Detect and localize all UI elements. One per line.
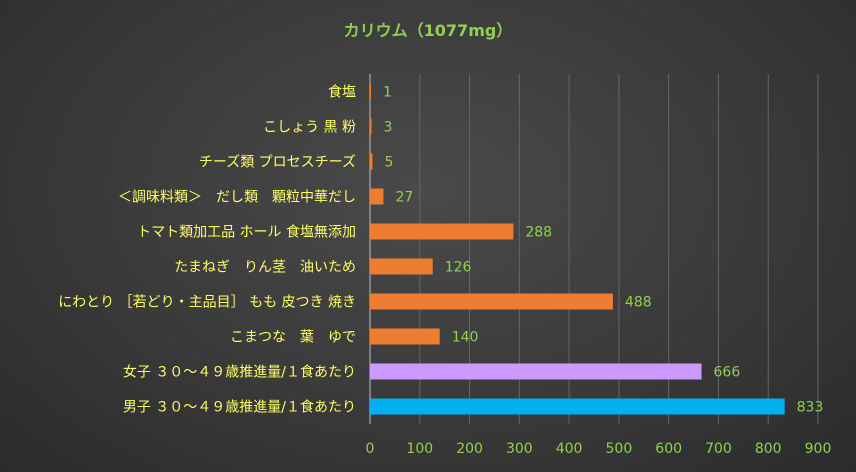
value-label-3: 27 <box>395 190 413 206</box>
x-tick-800: 800 <box>755 441 782 457</box>
x-tick-200: 200 <box>456 441 483 457</box>
value-labels: 1 3 5 27 288 126 488 140 666 833 <box>383 85 823 416</box>
bars <box>370 83 785 415</box>
category-label-5: たまねぎ りん茎 油いため <box>174 260 356 276</box>
bar-5 <box>370 258 433 275</box>
value-label-1: 3 <box>383 120 392 136</box>
chart-title: カリウム（1077mg） <box>344 21 513 40</box>
category-label-1: こしょう 黒 粉 <box>263 120 356 136</box>
category-label-6: にわとり ［若どり・主品目］ もも 皮つき 焼き <box>58 295 356 311</box>
bar-7 <box>370 328 440 345</box>
value-label-0: 1 <box>383 85 392 101</box>
x-tick-100: 100 <box>406 441 433 457</box>
bar-1 <box>370 118 372 135</box>
category-label-4: トマト類加工品 ホール 食塩無添加 <box>137 224 356 241</box>
value-label-6: 488 <box>625 295 652 311</box>
value-label-8: 666 <box>714 365 741 381</box>
bar-2 <box>370 153 373 170</box>
x-tick-600: 600 <box>655 441 682 457</box>
category-label-2: チーズ類 プロセスチーズ <box>199 155 356 171</box>
bar-6 <box>370 293 613 310</box>
bar-4 <box>370 223 514 240</box>
value-label-2: 5 <box>384 155 393 171</box>
category-label-0: 食塩 <box>328 84 356 101</box>
x-tick-0: 0 <box>366 441 375 457</box>
x-tick-900: 900 <box>805 441 832 457</box>
x-tick-500: 500 <box>606 441 633 457</box>
value-label-9: 833 <box>797 400 824 416</box>
x-tick-400: 400 <box>556 441 583 457</box>
value-label-5: 126 <box>445 260 472 276</box>
category-label-3: ＜調味料類＞ だし類 顆粒中華だし <box>118 190 356 206</box>
category-label-7: こまつな 葉 ゆで <box>230 330 356 346</box>
bar-8 <box>370 363 702 380</box>
value-label-4: 288 <box>525 225 552 241</box>
category-label-9: 男子 ３０～４９歳推進量/１食あたり <box>123 399 356 416</box>
bar-3 <box>370 188 384 205</box>
value-label-7: 140 <box>452 330 479 346</box>
x-axis-ticks: 0 100 200 300 400 500 600 700 800 900 <box>366 441 832 457</box>
category-label-8: 女子 ３０～４９歳推進量/１食あたり <box>123 364 356 381</box>
x-tick-700: 700 <box>705 441 732 457</box>
bar-9 <box>370 398 785 415</box>
x-tick-300: 300 <box>506 441 533 457</box>
bar-0 <box>370 83 371 100</box>
